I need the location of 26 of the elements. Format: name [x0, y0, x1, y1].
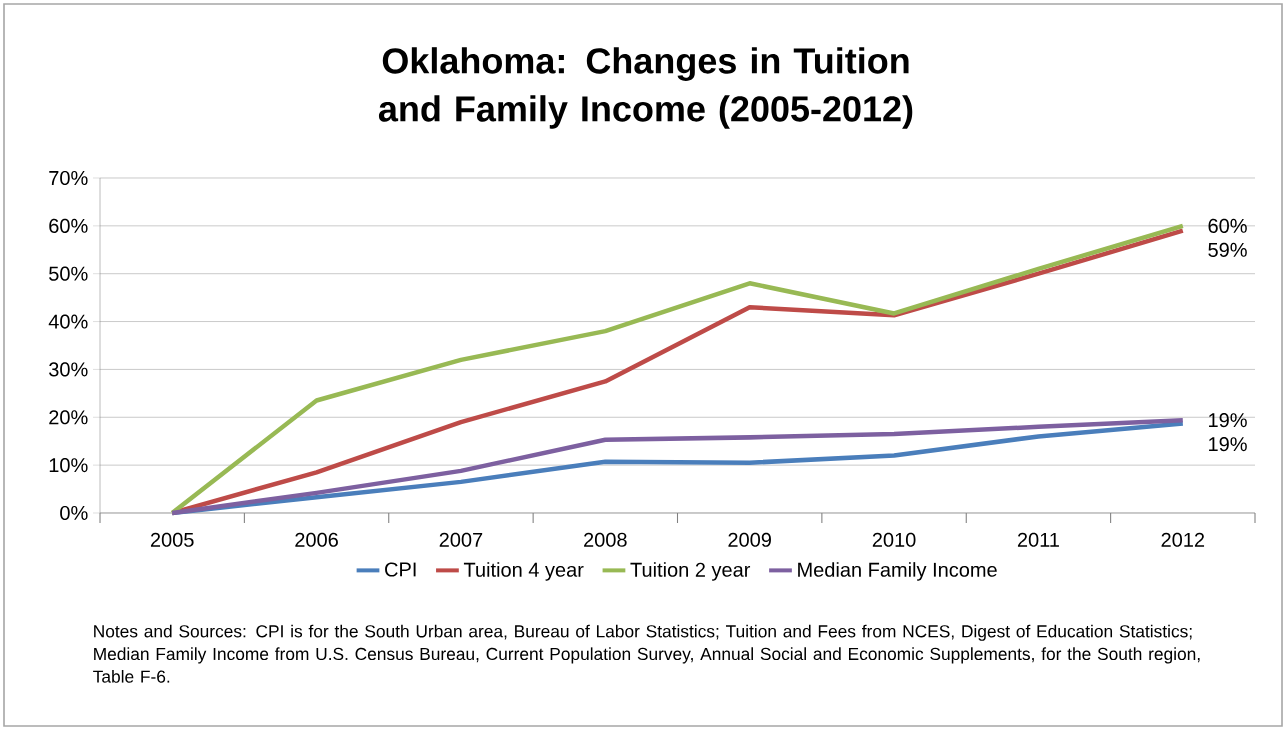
y-tick-label: 0%: [60, 505, 88, 521]
legend-label: Tuition 4 year: [463, 562, 584, 581]
y-tick-label: 10%: [49, 458, 88, 473]
x-tick-label: 2007: [439, 532, 483, 547]
data-label: 19%: [1209, 413, 1247, 428]
text: Notes and Sources: CPI is for the South Urban area, Bureau of Labor Statistics; Tuition and Fees from NCES, Digest of Education Statistics; Median Family Income from U.S. Census Bureau, Current Population Survey, Annual Social and Economic Supplements, for the South region, Table F-6.: [93, 624, 1200, 683]
y-tick-label: 50%: [49, 266, 88, 281]
x-tick-label: 2005: [150, 532, 194, 547]
x-tick-label: 2006: [295, 532, 338, 547]
y-tick-label: 20%: [49, 410, 88, 425]
legend-label: Tuition 2 year: [630, 562, 751, 581]
y-tick-label: 40%: [48, 314, 88, 329]
data-label: 60%: [1208, 218, 1247, 233]
data-label: 19%: [1209, 437, 1247, 452]
data-label: 59%: [1208, 242, 1247, 257]
legend-label: Median Family Income: [798, 562, 997, 581]
x-tick-label: 2011: [1017, 532, 1059, 547]
legend-label: CPI: [385, 562, 416, 577]
y-tick-label: 60%: [49, 218, 88, 233]
x-tick-label: 2009: [728, 532, 771, 547]
y-tick-label: 30%: [49, 362, 88, 377]
chart-title: Oklahoma: Changes in Tuition and Family Income (2005-2012): [378, 47, 913, 129]
x-tick-label: 2010: [872, 532, 916, 547]
x-tick-label: 2008: [584, 532, 627, 547]
x-tick-label: 2012: [1161, 532, 1205, 547]
y-tick-label: 70%: [49, 170, 88, 186]
